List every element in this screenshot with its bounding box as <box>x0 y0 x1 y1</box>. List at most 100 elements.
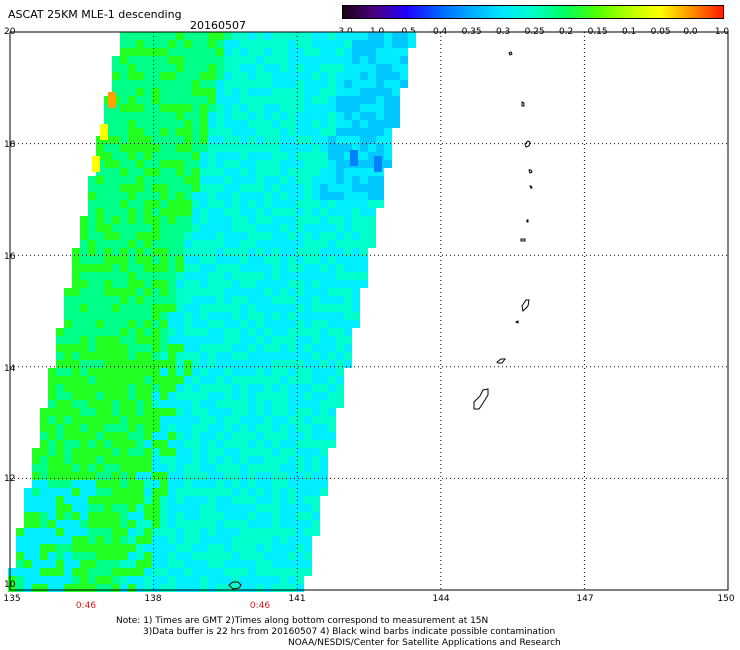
swath-cell <box>296 80 304 88</box>
swath-cell <box>144 440 152 448</box>
swath-cell <box>280 496 288 504</box>
swath-cell <box>312 456 320 464</box>
swath-cell <box>104 328 112 336</box>
swath-cell <box>96 400 104 408</box>
swath-cell <box>240 368 248 376</box>
swath-cell <box>128 440 136 448</box>
swath-cell <box>200 392 208 400</box>
swath-cell <box>248 144 256 152</box>
swath-cell <box>24 536 32 544</box>
swath-cell <box>176 328 184 336</box>
swath-cell <box>208 440 216 448</box>
swath-cell <box>64 304 72 312</box>
swath-cell <box>136 568 144 576</box>
swath-cell <box>328 312 336 320</box>
swath-cell <box>184 40 192 48</box>
swath-cell <box>192 64 200 72</box>
swath-cell <box>176 344 184 352</box>
swath-cell <box>256 88 264 96</box>
swath-cell <box>192 488 200 496</box>
swath-cell <box>72 424 80 432</box>
swath-cell <box>272 568 280 576</box>
swath-cell <box>128 168 136 176</box>
swath-cell <box>168 216 176 224</box>
swath-cell <box>88 296 96 304</box>
swath-cell <box>72 344 80 352</box>
swath-cell <box>248 344 256 352</box>
swath-cell <box>88 376 96 384</box>
swath-cell <box>360 80 368 88</box>
swath-cell <box>128 416 136 424</box>
swath-cell <box>248 352 256 360</box>
swath-cell <box>288 344 296 352</box>
swath-cell <box>320 416 328 424</box>
swath-cell <box>360 256 368 264</box>
swath-cell <box>304 48 312 56</box>
swath-cell <box>232 32 240 40</box>
swath-cell <box>336 328 344 336</box>
swath-cell <box>48 456 56 464</box>
swath-cell <box>272 472 280 480</box>
swath-cell <box>392 64 400 72</box>
swath-cell <box>128 480 136 488</box>
swath-cell <box>72 264 80 272</box>
swath-cell <box>368 160 376 168</box>
swath-cell <box>192 400 200 408</box>
swath-cell <box>192 584 200 592</box>
swath-cell <box>240 504 248 512</box>
swath-cell <box>248 64 256 72</box>
swath-cell <box>144 256 152 264</box>
swath-cell <box>144 544 152 552</box>
swath-cell <box>136 200 144 208</box>
swath-cell <box>288 280 296 288</box>
swath-cell <box>400 80 408 88</box>
swath-cell <box>248 480 256 488</box>
swath-cell <box>312 440 320 448</box>
swath-cell <box>144 64 152 72</box>
swath-cell <box>224 400 232 408</box>
swath-cell <box>288 432 296 440</box>
swath-cell <box>56 512 64 520</box>
swath-cell <box>144 576 152 584</box>
swath-cell <box>360 136 368 144</box>
swath-cell <box>88 288 96 296</box>
swath-cell <box>96 448 104 456</box>
swath-cell <box>216 344 224 352</box>
swath-cell <box>104 472 112 480</box>
swath-cell <box>216 144 224 152</box>
swath-cell <box>392 112 400 120</box>
swath-cell <box>184 264 192 272</box>
swath-cell <box>144 336 152 344</box>
swath-cell <box>312 408 320 416</box>
swath-cell <box>208 160 216 168</box>
swath-cell <box>224 208 232 216</box>
swath-cell <box>232 520 240 528</box>
swath-cell <box>288 296 296 304</box>
swath-cell <box>72 320 80 328</box>
swath-cell <box>264 296 272 304</box>
swath-cell <box>144 464 152 472</box>
swath-cell <box>344 96 352 104</box>
swath-cell <box>296 576 304 584</box>
swath-cell <box>280 136 288 144</box>
swath-cell <box>176 96 184 104</box>
swath-cell <box>200 128 208 136</box>
swath-cell <box>100 124 108 140</box>
swath-cell <box>160 64 168 72</box>
swath-cell <box>256 376 264 384</box>
swath-cell <box>152 520 160 528</box>
swath-cell <box>288 248 296 256</box>
swath-cell <box>312 384 320 392</box>
swath-cell <box>232 88 240 96</box>
swath-cell <box>144 480 152 488</box>
swath-cell <box>96 272 104 280</box>
swath-cell <box>128 88 136 96</box>
swath-cell <box>264 536 272 544</box>
swath-cell <box>256 360 264 368</box>
swath-cell <box>176 192 184 200</box>
swath-cell <box>240 160 248 168</box>
swath-cell <box>176 496 184 504</box>
swath-cell <box>176 384 184 392</box>
swath-cell <box>352 312 360 320</box>
swath-cell <box>160 48 168 56</box>
